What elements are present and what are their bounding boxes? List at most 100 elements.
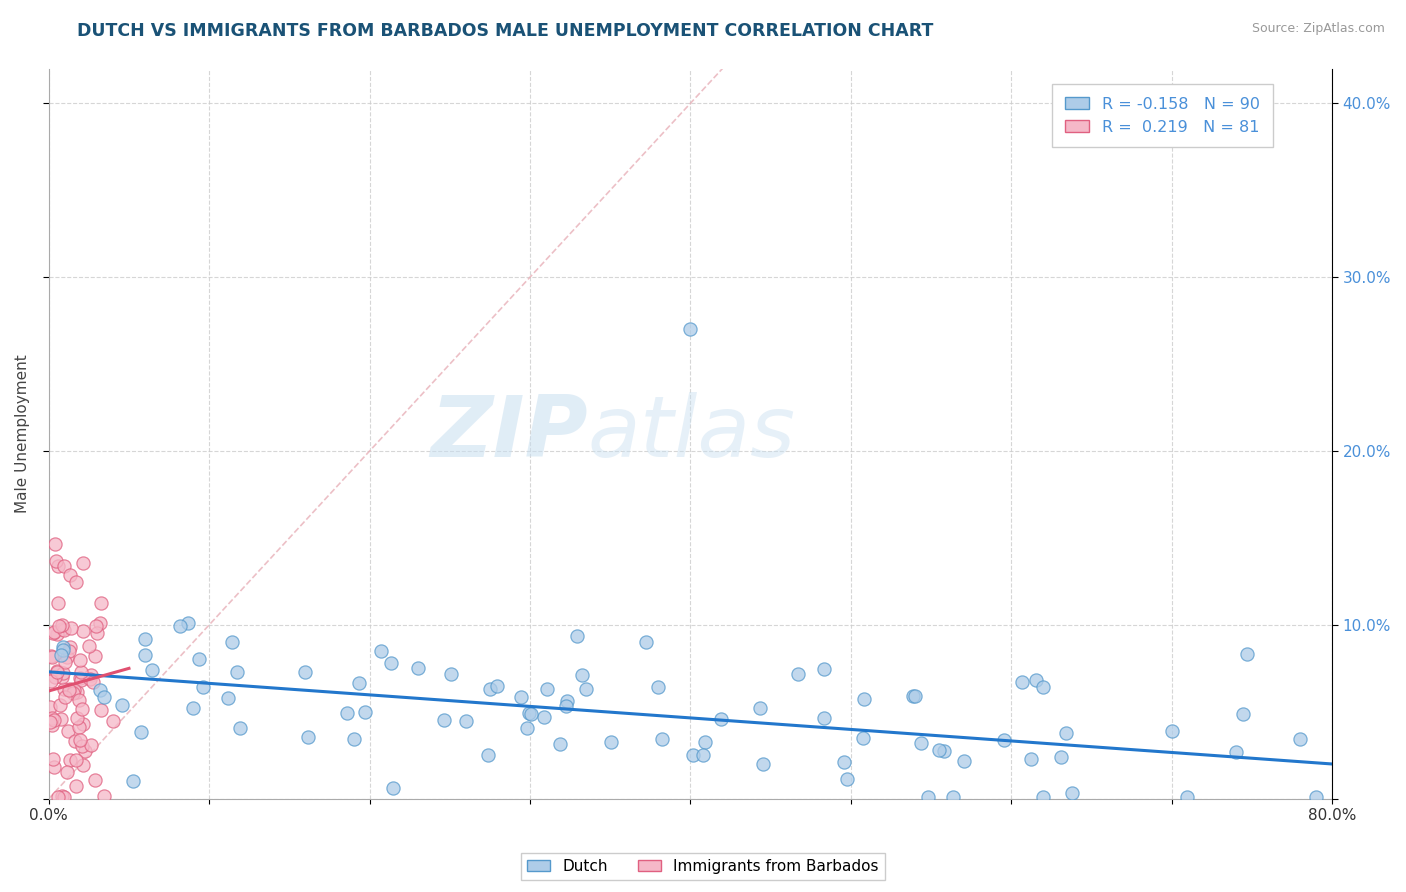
Point — [477, 748, 499, 763]
Point — [599, 735, 621, 749]
Point — [1175, 790, 1198, 805]
Point — [1160, 723, 1182, 738]
Point — [41, 674, 63, 689]
Point — [53, 558, 76, 573]
Point — [90, 703, 112, 717]
Point — [837, 772, 859, 786]
Point — [141, 663, 163, 677]
Point — [46, 559, 69, 574]
Point — [79, 739, 101, 753]
Point — [72, 717, 94, 731]
Point — [77, 640, 100, 654]
Point — [1225, 745, 1247, 759]
Point — [53, 623, 76, 637]
Point — [52, 665, 75, 680]
Point — [55, 764, 77, 779]
Point — [565, 629, 588, 643]
Point — [53, 682, 76, 697]
Point — [515, 721, 537, 735]
Point — [67, 721, 90, 735]
Point — [370, 644, 392, 658]
Point — [42, 626, 65, 640]
Point — [1232, 706, 1254, 721]
Text: DUTCH VS IMMIGRANTS FROM BARBADOS MALE UNEMPLOYMENT CORRELATION CHART: DUTCH VS IMMIGRANTS FROM BARBADOS MALE U… — [77, 22, 934, 40]
Point — [380, 657, 402, 671]
Text: atlas: atlas — [588, 392, 796, 475]
Point — [52, 790, 75, 805]
Point — [72, 758, 94, 772]
Point — [1060, 786, 1083, 800]
Point — [45, 554, 67, 568]
Point — [454, 714, 477, 729]
Point — [72, 702, 94, 716]
Point — [813, 711, 835, 725]
Legend: R = -0.158   N = 90, R =  0.219   N = 81: R = -0.158 N = 90, R = 0.219 N = 81 — [1053, 84, 1272, 147]
Point — [229, 721, 252, 735]
Point — [111, 698, 134, 713]
Point — [41, 711, 63, 725]
Point — [710, 712, 733, 726]
Point — [72, 556, 94, 570]
Point — [101, 714, 124, 728]
Point — [343, 731, 366, 746]
Point — [1305, 790, 1327, 805]
Text: Source: ZipAtlas.com: Source: ZipAtlas.com — [1251, 22, 1385, 36]
Point — [852, 691, 875, 706]
Point — [59, 753, 82, 767]
Point — [1236, 647, 1258, 661]
Point — [479, 681, 502, 696]
Point — [169, 619, 191, 633]
Point — [93, 690, 115, 704]
Point — [917, 790, 939, 805]
Point — [682, 748, 704, 763]
Point — [62, 686, 84, 700]
Point — [679, 322, 702, 336]
Point — [1289, 732, 1312, 747]
Point — [510, 690, 533, 705]
Point — [49, 698, 72, 713]
Point — [42, 624, 65, 639]
Point — [39, 714, 62, 729]
Point — [58, 681, 80, 696]
Point — [122, 773, 145, 788]
Point — [84, 648, 107, 663]
Point — [440, 667, 463, 681]
Point — [752, 756, 775, 771]
Point — [53, 690, 76, 704]
Point — [533, 710, 555, 724]
Point — [52, 642, 75, 657]
Point — [89, 682, 111, 697]
Point — [517, 706, 540, 720]
Point — [134, 648, 156, 662]
Point — [181, 700, 204, 714]
Point — [69, 653, 91, 667]
Point — [952, 755, 974, 769]
Point — [69, 665, 91, 680]
Point — [41, 649, 63, 664]
Point — [89, 615, 111, 630]
Point — [70, 673, 93, 687]
Point — [66, 685, 89, 699]
Point — [1025, 673, 1047, 687]
Point — [904, 690, 927, 704]
Point — [942, 790, 965, 805]
Point — [193, 681, 215, 695]
Point — [294, 665, 316, 679]
Point — [69, 732, 91, 747]
Point — [69, 671, 91, 685]
Point — [335, 706, 357, 720]
Y-axis label: Male Unemployment: Male Unemployment — [15, 354, 30, 513]
Point — [51, 712, 73, 726]
Point — [486, 679, 509, 693]
Point — [63, 683, 86, 698]
Point — [72, 739, 94, 753]
Point — [59, 568, 82, 582]
Point — [406, 661, 429, 675]
Point — [65, 753, 87, 767]
Point — [787, 666, 810, 681]
Point — [45, 664, 67, 678]
Point — [813, 662, 835, 676]
Point — [51, 622, 73, 636]
Point — [45, 627, 67, 641]
Point — [65, 574, 87, 589]
